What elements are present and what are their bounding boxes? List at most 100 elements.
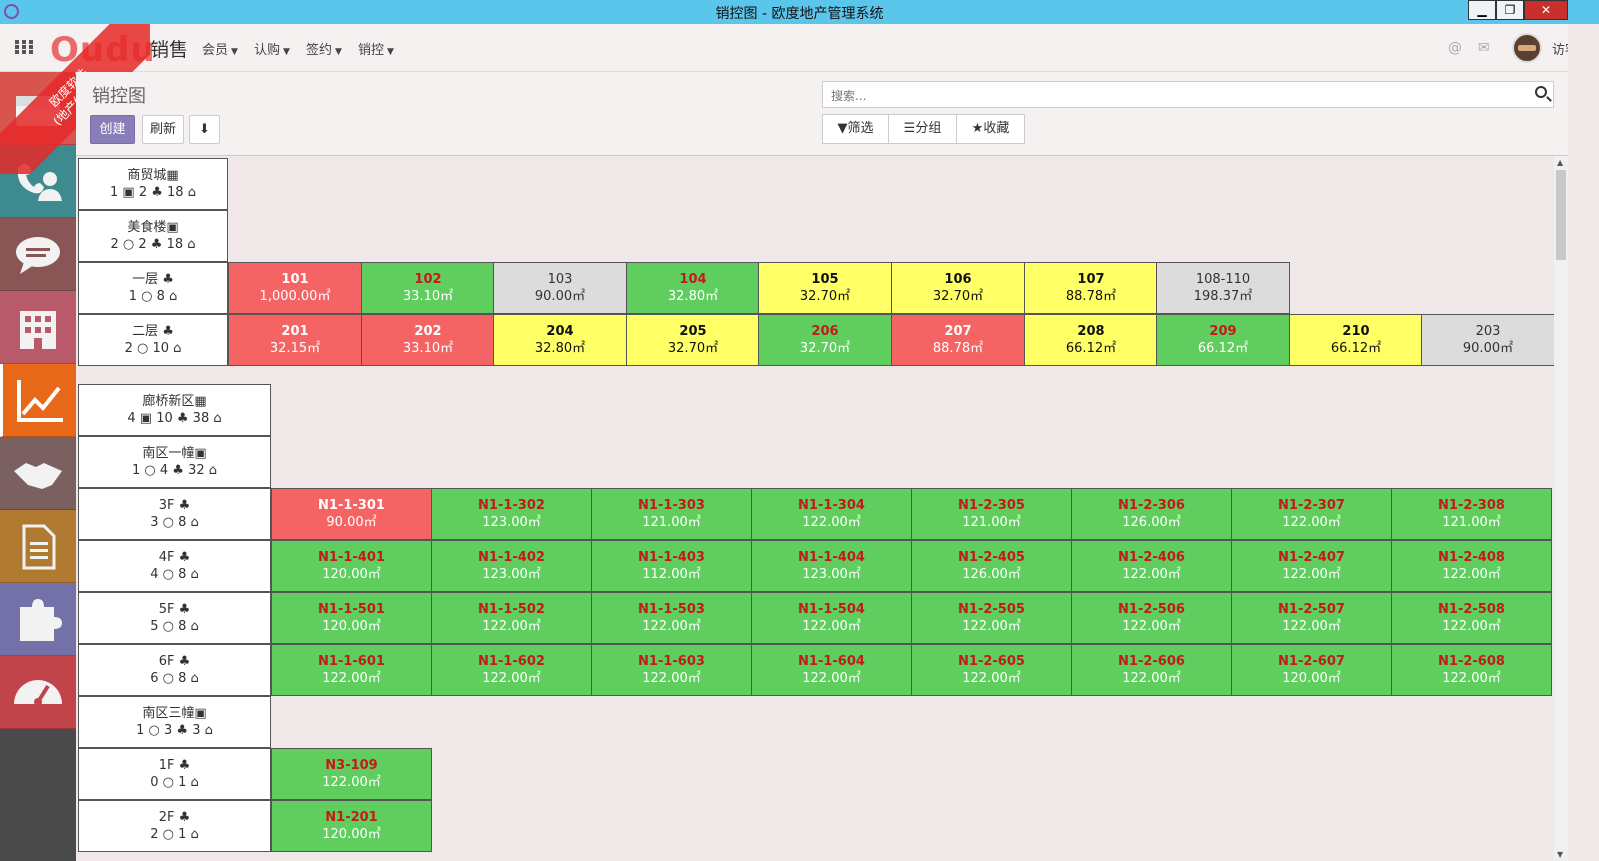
unit-cell[interactable]: 204 32.80㎡ [493, 314, 627, 366]
unit-cell[interactable]: N1-2-507 122.00㎡ [1231, 592, 1392, 644]
menu-contract[interactable]: 签约 ▼ [306, 43, 342, 58]
floor-label[interactable]: 一层 ♣ 1 ○ 8 ⌂ [78, 262, 228, 314]
unit-cell[interactable]: 208 66.12㎡ [1024, 314, 1158, 366]
floor-label-detail: 1 ○ 8 ⌂ [128, 289, 178, 304]
unit-cell[interactable]: 206 32.70㎡ [758, 314, 892, 366]
unit-cell[interactable]: N1-1-404 123.00㎡ [751, 540, 912, 592]
unit-cell[interactable]: N1-201 120.00㎡ [271, 800, 432, 852]
minimize-button[interactable]: ▁ [1468, 0, 1496, 20]
unit-cell[interactable]: N1-2-606 122.00㎡ [1071, 644, 1232, 696]
unit-cell[interactable]: N1-1-604 122.00㎡ [751, 644, 912, 696]
close-button[interactable]: ✕ [1524, 0, 1568, 20]
unit-cell-detail: 88.78㎡ [932, 341, 984, 356]
floor-label[interactable]: 5F ♣ 5 ○ 8 ⌂ [78, 592, 271, 644]
menu-member[interactable]: 会员 ▼ [202, 43, 238, 58]
unit-cell[interactable]: N1-1-302 123.00㎡ [431, 488, 592, 540]
menu-subscribe[interactable]: 认购 ▼ [254, 43, 290, 58]
search-input[interactable] [829, 83, 1523, 108]
building-label[interactable]: 南区三幢▣ 1 ○ 3 ♣ 3 ⌂ [78, 696, 271, 748]
floor-label[interactable]: 3F ♣ 3 ○ 8 ⌂ [78, 488, 271, 540]
unit-cell[interactable]: 106 32.70㎡ [891, 262, 1025, 314]
unit-cell[interactable]: 108-110 198.37㎡ [1156, 262, 1290, 314]
floor-label[interactable]: 6F ♣ 6 ○ 8 ⌂ [78, 644, 271, 696]
unit-cell[interactable]: N1-2-308 121.00㎡ [1391, 488, 1552, 540]
unit-cell[interactable]: N1-2-307 122.00㎡ [1231, 488, 1392, 540]
vertical-scrollbar[interactable]: ▲ ▼ [1554, 156, 1568, 861]
unit-cell[interactable]: N1-2-506 122.00㎡ [1071, 592, 1232, 644]
unit-cell[interactable]: N1-2-407 122.00㎡ [1231, 540, 1392, 592]
unit-cell[interactable]: N1-1-503 122.00㎡ [591, 592, 752, 644]
chat-icon[interactable]: ✉ [1478, 40, 1490, 56]
unit-cell[interactable]: N1-1-303 121.00㎡ [591, 488, 752, 540]
unit-cell[interactable]: 210 66.12㎡ [1289, 314, 1423, 366]
mention-icon[interactable]: @ [1448, 40, 1462, 56]
unit-cell[interactable]: 202 33.10㎡ [361, 314, 495, 366]
unit-cell[interactable]: 209 66.12㎡ [1156, 314, 1290, 366]
maximize-button[interactable]: ❐ [1496, 0, 1524, 20]
project-label[interactable]: 商贸城▦ 1 ▣ 2 ♣ 18 ⌂ [78, 158, 228, 210]
unit-cell[interactable]: N1-1-402 123.00㎡ [431, 540, 592, 592]
unit-cell[interactable]: N1-1-401 120.00㎡ [271, 540, 432, 592]
unit-cell-detail: 90.00㎡ [534, 289, 586, 304]
project-label[interactable]: 廊桥新区▦ 4 ▣ 10 ♣ 38 ⌂ [78, 384, 271, 436]
unit-cell[interactable]: N1-1-504 122.00㎡ [751, 592, 912, 644]
avatar[interactable] [1512, 33, 1542, 63]
sidebar-item-documents[interactable] [0, 510, 76, 583]
unit-cell[interactable]: N1-1-601 122.00㎡ [271, 644, 432, 696]
unit-cell[interactable]: N1-1-304 122.00㎡ [751, 488, 912, 540]
unit-cell[interactable]: 104 32.80㎡ [626, 262, 760, 314]
unit-cell[interactable]: N1-2-508 122.00㎡ [1391, 592, 1552, 644]
unit-cell[interactable]: N1-2-607 120.00㎡ [1231, 644, 1392, 696]
scrollbar-thumb[interactable] [1556, 170, 1566, 260]
unit-cell[interactable]: 102 33.10㎡ [361, 262, 495, 314]
favorites-dropdown[interactable]: ★收藏 [956, 114, 1025, 144]
unit-cell-detail: 88.78㎡ [1065, 289, 1117, 304]
unit-cell[interactable]: N1-2-408 122.00㎡ [1391, 540, 1552, 592]
floor-label[interactable]: 4F ♣ 4 ○ 8 ⌂ [78, 540, 271, 592]
unit-cell[interactable]: N1-1-301 90.00㎡ [271, 488, 432, 540]
sidebar-item-messages[interactable] [0, 218, 76, 291]
unit-cell[interactable]: N1-2-505 122.00㎡ [911, 592, 1072, 644]
unit-cell[interactable]: 203 90.00㎡ [1421, 314, 1554, 366]
unit-cell[interactable]: N1-1-603 122.00㎡ [591, 644, 752, 696]
unit-cell[interactable]: 205 32.70㎡ [626, 314, 760, 366]
building-label[interactable]: 美食楼▣ 2 ○ 2 ♣ 18 ⌂ [78, 210, 228, 262]
unit-cell[interactable]: N1-2-306 126.00㎡ [1071, 488, 1232, 540]
unit-cell[interactable]: 103 90.00㎡ [493, 262, 627, 314]
floor-label[interactable]: 2F ♣ 2 ○ 1 ⌂ [78, 800, 271, 852]
floor-label[interactable]: 二层 ♣ 2 ○ 10 ⌂ [78, 314, 228, 366]
unit-cell[interactable]: N1-2-605 122.00㎡ [911, 644, 1072, 696]
unit-cell[interactable]: 207 88.78㎡ [891, 314, 1025, 366]
unit-cell[interactable]: N1-1-501 120.00㎡ [271, 592, 432, 644]
unit-cell[interactable]: N1-1-403 112.00㎡ [591, 540, 752, 592]
refresh-button[interactable]: 刷新 [142, 115, 184, 144]
unit-cell[interactable]: 105 32.70㎡ [758, 262, 892, 314]
unit-cell[interactable]: N1-1-502 122.00㎡ [431, 592, 592, 644]
group-dropdown[interactable]: ☰分组 [888, 114, 957, 144]
app-grid-icon[interactable] [15, 40, 33, 54]
sidebar-item-deals[interactable] [0, 437, 76, 510]
sidebar-item-dashboard[interactable] [0, 656, 76, 729]
create-button[interactable]: 创建 [90, 115, 135, 144]
filter-dropdown[interactable]: ▼筛选 [822, 114, 889, 144]
puzzle-icon [20, 599, 62, 641]
unit-cell[interactable]: 101 1,000.00㎡ [228, 262, 362, 314]
sidebar-item-plugins[interactable] [0, 583, 76, 656]
unit-cell[interactable]: 201 32.15㎡ [228, 314, 362, 366]
menu-sales-control[interactable]: 销控 ▼ [358, 43, 394, 58]
floor-label[interactable]: 1F ♣ 0 ○ 1 ⌂ [78, 748, 271, 800]
download-button[interactable]: ⬇ [189, 115, 220, 144]
search-icon[interactable] [1535, 86, 1547, 98]
unit-cell[interactable]: N1-2-405 126.00㎡ [911, 540, 1072, 592]
unit-cell[interactable]: N1-2-608 122.00㎡ [1391, 644, 1552, 696]
unit-cell[interactable]: N1-2-305 121.00㎡ [911, 488, 1072, 540]
sidebar-item-sales[interactable] [0, 364, 76, 437]
sidebar-item-buildings[interactable] [0, 291, 76, 364]
sidebar-item-contacts[interactable] [0, 145, 76, 218]
unit-cell[interactable]: N1-1-602 122.00㎡ [431, 644, 592, 696]
unit-cell[interactable]: N1-2-406 122.00㎡ [1071, 540, 1232, 592]
unit-cell[interactable]: N3-109 122.00㎡ [271, 748, 432, 800]
sidebar-item-inbox[interactable] [0, 72, 76, 145]
unit-cell[interactable]: 107 88.78㎡ [1024, 262, 1158, 314]
building-label[interactable]: 南区一幢▣ 1 ○ 4 ♣ 32 ⌂ [78, 436, 271, 488]
